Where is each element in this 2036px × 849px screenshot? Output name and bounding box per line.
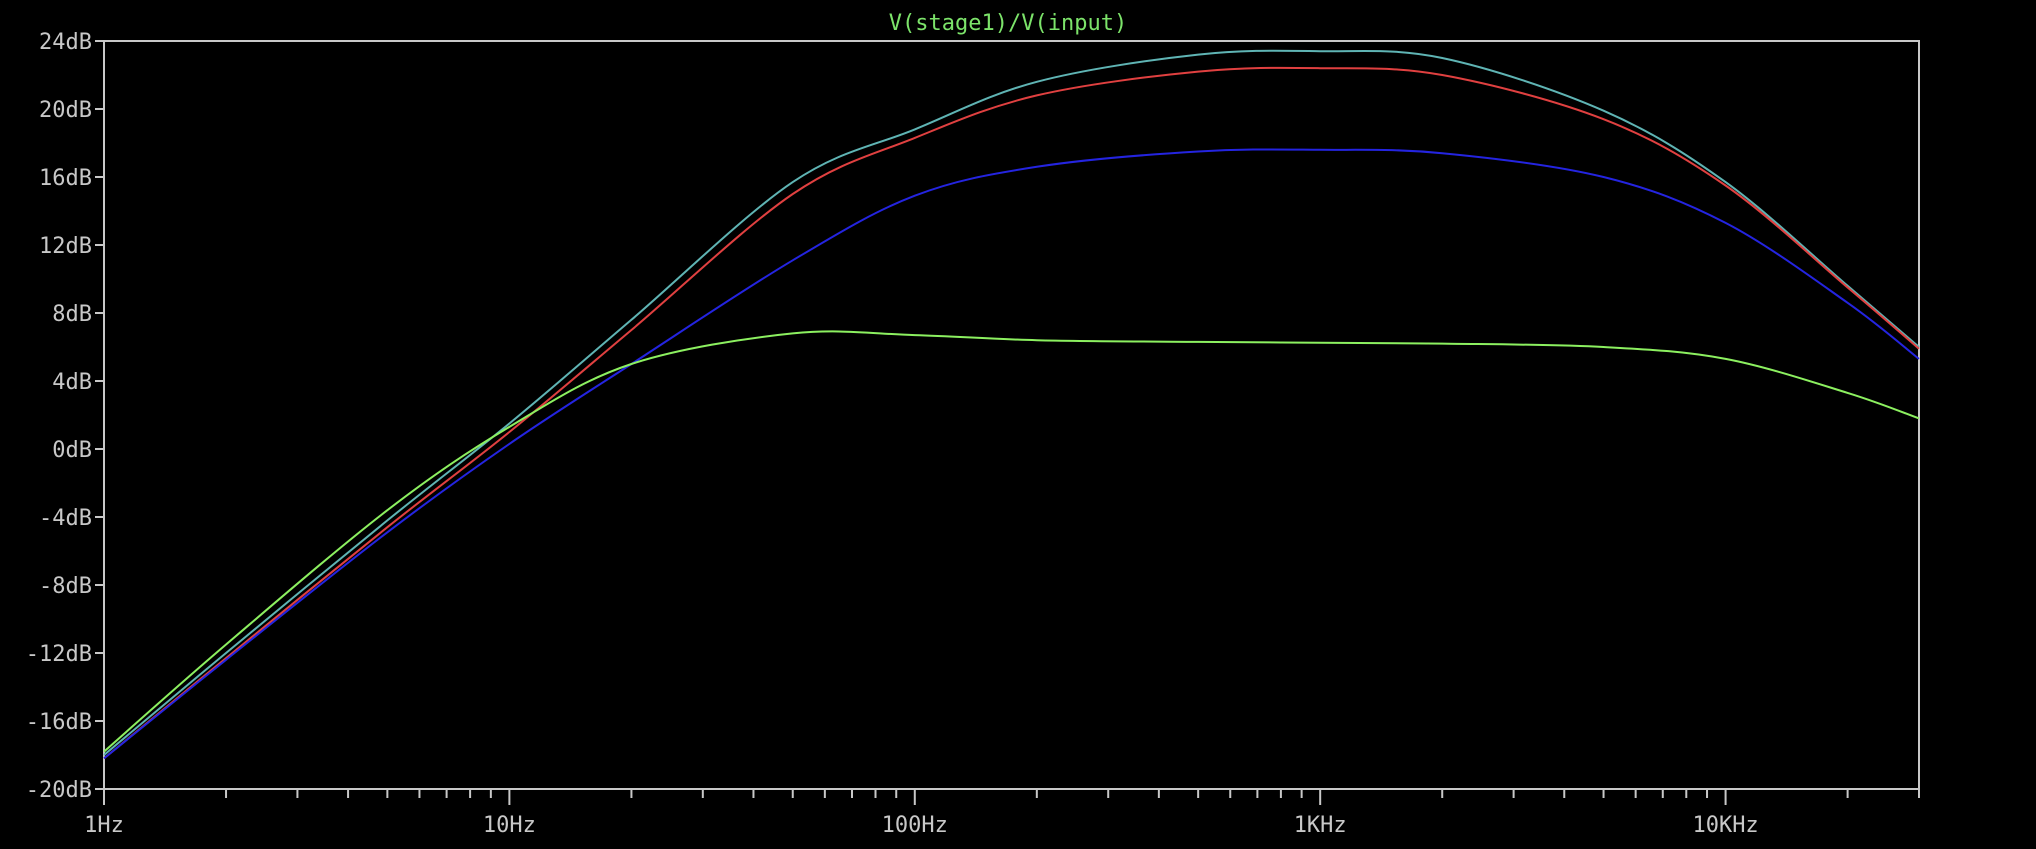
x-tick-label: 10KHz <box>1692 813 1758 838</box>
y-tick-label: -20dB <box>26 778 92 803</box>
x-tick-label: 1KHz <box>1294 813 1347 838</box>
y-tick-label: -16dB <box>26 710 92 735</box>
trace-4 <box>103 330 1920 753</box>
trace-1 <box>103 49 1920 756</box>
x-tick-label: 1Hz <box>84 813 124 838</box>
y-tick-label: 12dB <box>39 234 92 259</box>
y-tick-label: 0dB <box>52 438 92 463</box>
plot-frame <box>103 40 1920 790</box>
traces <box>103 49 1920 760</box>
x-tick-label: 10Hz <box>483 813 536 838</box>
trace-2 <box>103 66 1920 760</box>
y-tick-label: -4dB <box>39 506 92 531</box>
x-tick-label: 100Hz <box>882 813 948 838</box>
y-tick-label: 8dB <box>52 302 92 327</box>
chart-title: V(stage1)/V(input) <box>889 11 1127 36</box>
y-tick-label: 20dB <box>39 98 92 123</box>
trace-3 <box>103 148 1920 760</box>
y-tick-label: 24dB <box>39 30 92 55</box>
y-tick-label: -12dB <box>26 642 92 667</box>
y-tick-label: -8dB <box>39 574 92 599</box>
y-tick-label: 16dB <box>39 166 92 191</box>
axes: 24dB 20dB 16dB 12dB 8dB 4dB 0dB -4dB -8dB -12dB -1… <box>26 30 1920 838</box>
y-tick-label: 4dB <box>52 370 92 395</box>
